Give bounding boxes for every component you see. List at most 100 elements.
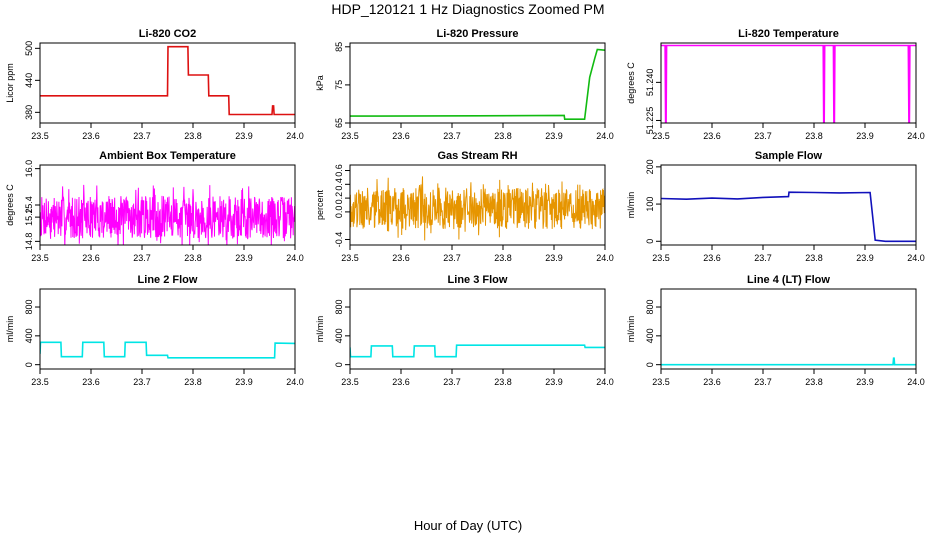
y-tick-label: 500: [24, 41, 34, 56]
series-line: [350, 48, 605, 120]
x-tick-label: 23.8: [494, 253, 512, 263]
x-tick-label: 23.7: [754, 253, 772, 263]
y-tick-label: 380: [24, 105, 34, 120]
series-group: [40, 341, 295, 359]
y-tick-label: 75: [334, 80, 344, 90]
x-tick-label: 23.8: [805, 253, 823, 263]
series-group: [40, 45, 295, 116]
x-tick-label: 23.7: [443, 131, 461, 141]
x-tick-label: 23.5: [652, 131, 670, 141]
x-tick-label: 23.7: [133, 131, 151, 141]
series-group: [350, 176, 605, 241]
series-group: [40, 184, 295, 245]
x-tick-label: 23.6: [82, 377, 100, 387]
y-tick-label: 440: [24, 73, 34, 88]
panel-title: Ambient Box Temperature: [99, 150, 236, 162]
plot-frame: [39, 288, 296, 370]
y-axis-label: percent: [315, 189, 325, 220]
x-tick-label: 23.6: [82, 131, 100, 141]
y-tick-label: 0: [645, 362, 655, 367]
y-tick-label: 800: [334, 300, 344, 315]
x-tick-label: 23.7: [754, 131, 772, 141]
y-axis-label: Licor ppm: [5, 63, 15, 103]
x-tick-label: 24.0: [596, 377, 614, 387]
x-tick-label: 23.6: [703, 377, 721, 387]
x-tick-label: 23.8: [184, 377, 202, 387]
series-line: [350, 344, 605, 358]
panel-5: Gas Stream RH percent 23.5 23.6 23.7 23.8 23.9…: [315, 150, 614, 263]
x-tick-label: 24.0: [286, 253, 304, 263]
series-group: [350, 48, 605, 120]
plot-frame: [660, 288, 917, 370]
y-tick-label: 16.0: [24, 160, 34, 178]
x-tick-label: 23.9: [235, 377, 253, 387]
x-tick-label: 24.0: [286, 131, 304, 141]
panel-9: Line 4 (LT) Flow ml/min 23.5 23.6 23.7 23.8 23…: [626, 274, 925, 387]
x-tick-label: 23.5: [31, 377, 49, 387]
panel-2: Li-820 Pressure kPa 23.5 23.6 23.7 23.8 23.9 24…: [315, 28, 614, 141]
y-tick-label: 0: [645, 239, 655, 244]
series-line: [350, 176, 605, 241]
plot-frame: [660, 164, 917, 246]
plot-frame: [39, 42, 296, 124]
panel-title: Li-820 Temperature: [738, 28, 839, 40]
y-axis-label: ml/min: [5, 316, 15, 343]
x-tick-label: 23.8: [184, 131, 202, 141]
figure-title: HDP_120121 1 Hz Diagnostics Zoomed PM: [331, 1, 605, 17]
y-tick-label: 0.6: [334, 164, 344, 177]
y-tick-label: -0.4: [334, 232, 344, 248]
y-axis-label: ml/min: [626, 316, 636, 343]
x-tick-label: 23.9: [545, 377, 563, 387]
y-tick-label: 400: [24, 328, 34, 343]
x-tick-label: 23.7: [754, 377, 772, 387]
plot-frame: [349, 288, 606, 370]
x-tick-label: 23.5: [341, 253, 359, 263]
y-tick-label: 15.4: [24, 196, 34, 214]
y-axis-label: ml/min: [315, 316, 325, 343]
x-tick-label: 24.0: [596, 253, 614, 263]
x-tick-label: 23.7: [443, 377, 461, 387]
series-group: [350, 344, 605, 358]
x-tick-label: 23.9: [856, 253, 874, 263]
x-tick-label: 23.5: [341, 131, 359, 141]
y-tick-label: 400: [334, 328, 344, 343]
x-tick-label: 23.7: [133, 377, 151, 387]
series-line: [661, 357, 916, 366]
panel-8: Line 3 Flow ml/min 23.5 23.6 23.7 23.8 23.9 24.…: [315, 274, 614, 387]
panel-title: Line 2 Flow: [138, 274, 198, 286]
x-tick-label: 23.8: [805, 377, 823, 387]
panel-7: Line 2 Flow ml/min 23.5 23.6 23.7 23.8 23.9 24.…: [5, 274, 304, 387]
y-tick-label: 200: [645, 159, 655, 174]
y-tick-label: 0: [334, 362, 344, 367]
y-tick-label: 400: [645, 328, 655, 343]
x-tick-label: 23.9: [856, 131, 874, 141]
x-tick-label: 23.5: [341, 377, 359, 387]
panel-4: Ambient Box Temperature degrees C 23.5 23.6…: [5, 150, 304, 263]
y-tick-label: 15.2: [24, 208, 34, 226]
x-tick-label: 23.9: [545, 131, 563, 141]
panel-title: Sample Flow: [755, 150, 823, 162]
x-tick-label: 23.7: [133, 253, 151, 263]
plot-frame: [660, 42, 917, 124]
x-tick-label: 23.8: [184, 253, 202, 263]
y-tick-label: 0.4: [334, 178, 344, 191]
x-tick-label: 23.5: [31, 253, 49, 263]
y-tick-label: 800: [24, 300, 34, 315]
x-tick-label: 23.9: [235, 131, 253, 141]
y-tick-label: 0.2: [334, 192, 344, 205]
series-group: [661, 44, 916, 123]
y-axis-label: degrees C: [626, 62, 636, 104]
panel-title: Li-820 Pressure: [437, 28, 519, 40]
y-axis-label: ml/min: [626, 192, 636, 219]
panel-title: Line 3 Flow: [448, 274, 508, 286]
panel-1: Li-820 CO2 Licor ppm 23.5 23.6 23.7 23.8 23.9 2…: [5, 28, 304, 141]
panel-3: Li-820 Temperature degrees C 23.5 23.6 23.7 2…: [626, 28, 925, 141]
x-tick-label: 23.9: [856, 377, 874, 387]
x-tick-label: 24.0: [907, 253, 925, 263]
y-tick-label: 85: [334, 42, 344, 52]
series-line: [40, 341, 295, 359]
panel-title: Gas Stream RH: [437, 150, 517, 162]
y-tick-label: 0: [24, 362, 34, 367]
series-group: [661, 191, 916, 243]
